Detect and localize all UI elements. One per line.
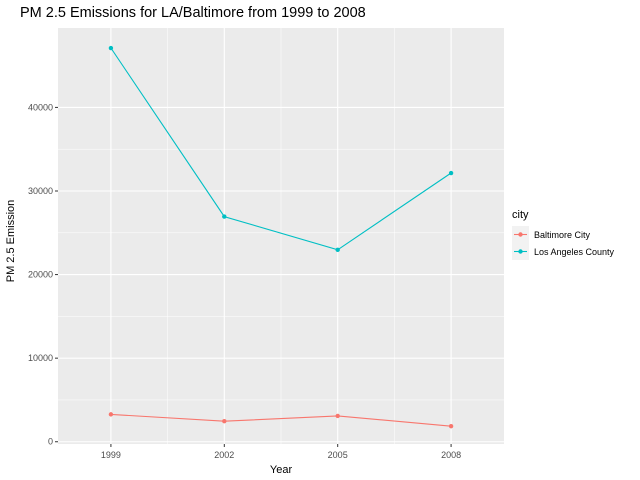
data-point <box>448 170 454 176</box>
legend: city Baltimore City Los Angeles County <box>512 209 615 260</box>
series-layer <box>108 45 454 429</box>
chart-title: PM 2.5 Emissions for LA/Baltimore from 1… <box>20 5 366 21</box>
legend-key-point <box>518 249 523 254</box>
legend-items: Baltimore City Los Angeles County <box>512 226 615 260</box>
data-point <box>335 247 340 253</box>
data-point <box>335 413 340 419</box>
series-line <box>110 47 452 251</box>
y-tick-label: 0 <box>48 437 53 447</box>
data-point <box>448 423 454 429</box>
data-point <box>222 214 227 219</box>
legend-key-point <box>518 232 523 237</box>
data-point <box>108 412 114 417</box>
x-axis-title: Year <box>270 464 293 476</box>
y-tick-label: 20000 <box>28 270 53 280</box>
x-tick-label: 2008 <box>441 450 461 460</box>
y-tick-label: 10000 <box>28 353 53 363</box>
x-tick-label: 2002 <box>214 450 234 460</box>
legend-title: city <box>512 209 529 221</box>
axis-layer: 0 10000 20000 30000 40000 1999 2002 2005 2008 <box>28 102 461 460</box>
y-tick-label: 30000 <box>28 186 53 196</box>
data-point <box>222 419 227 424</box>
legend-label: Baltimore City <box>534 230 591 240</box>
legend-label: Los Angeles County <box>534 247 615 257</box>
data-point <box>108 45 114 51</box>
y-tick-label: 40000 <box>28 102 53 112</box>
grid-lines <box>58 28 504 444</box>
series-line <box>110 413 452 427</box>
x-tick-label: 2005 <box>328 450 348 460</box>
y-axis-title: PM 2.5 Emission <box>5 200 17 283</box>
x-tick-label: 1999 <box>101 450 121 460</box>
